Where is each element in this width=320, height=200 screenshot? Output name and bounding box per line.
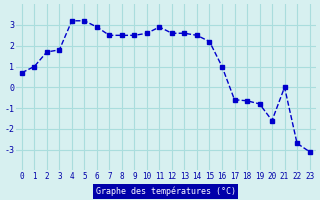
X-axis label: Graphe des températures (°C): Graphe des températures (°C) bbox=[96, 186, 236, 196]
